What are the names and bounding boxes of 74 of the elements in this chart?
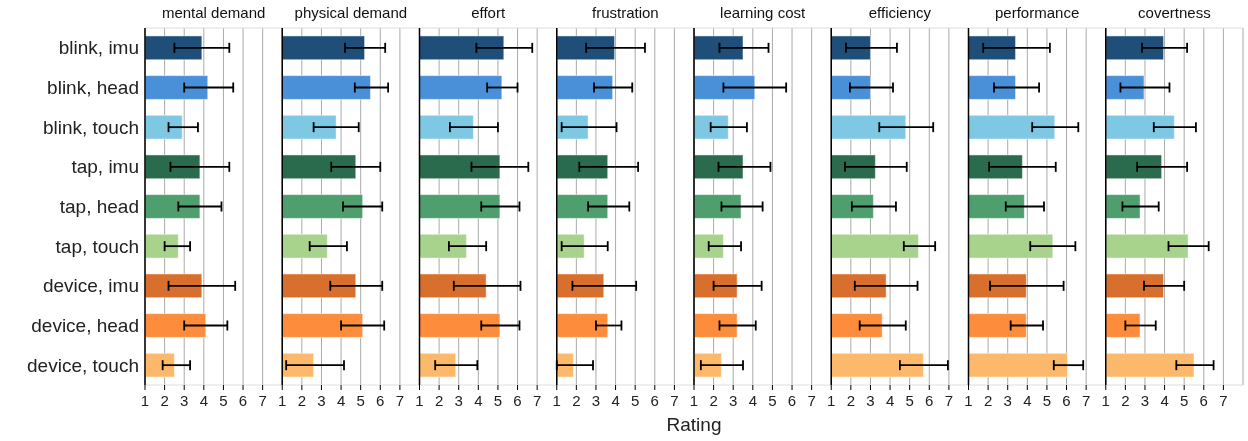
x-tick-label: 6 xyxy=(650,392,659,409)
y-tick-label: tap, imu xyxy=(71,156,139,178)
x-tick-label: 4 xyxy=(1160,392,1169,409)
x-tick-label: 1 xyxy=(964,392,973,409)
x-tick-label: 3 xyxy=(454,392,463,409)
x-tick-label: 4 xyxy=(748,392,757,409)
x-tick-label: 1 xyxy=(140,392,150,409)
x-tick-label: 7 xyxy=(532,392,542,409)
x-tick-label: 6 xyxy=(238,392,248,409)
x-tick-label: 6 xyxy=(376,392,385,409)
x-tick-label: 5 xyxy=(1180,392,1189,409)
y-tick-label: tap, touch xyxy=(55,235,139,257)
chart-title: mental demand xyxy=(161,4,266,21)
x-tick-label: 6 xyxy=(925,392,934,409)
x-tick-label: 5 xyxy=(1042,392,1052,409)
chart-title: learning cost xyxy=(720,4,806,21)
x-tick-label: 1 xyxy=(689,392,699,409)
x-tick-label: 6 xyxy=(513,392,522,409)
chart-title: performance xyxy=(995,4,1080,21)
x-tick-label: 4 xyxy=(474,392,483,409)
chart-title: efficiency xyxy=(868,4,932,21)
y-tick-label: blink, imu xyxy=(58,37,139,59)
x-tick-label: 6 xyxy=(1062,392,1071,409)
x-tick-label: 3 xyxy=(180,392,189,409)
y-tick-label: device, head xyxy=(31,315,139,337)
x-tick-label: 6 xyxy=(1199,392,1208,409)
x-axis-title: Rating xyxy=(666,414,722,435)
x-tick-label: 6 xyxy=(787,392,797,409)
x-tick-label: 5 xyxy=(768,392,777,409)
y-tick-label: device, touch xyxy=(27,354,139,376)
x-tick-label: 2 xyxy=(983,392,993,409)
x-tick-label: 3 xyxy=(1003,392,1012,409)
x-tick-label: 5 xyxy=(493,392,503,409)
x-tick-label: 4 xyxy=(885,392,895,409)
y-tick-label: tap, head xyxy=(59,196,139,218)
x-tick-label: 1 xyxy=(278,392,287,409)
x-tick-label: 5 xyxy=(905,392,914,409)
x-tick-label: 7 xyxy=(944,392,954,409)
x-tick-label: 4 xyxy=(336,392,346,409)
chart-title: frustration xyxy=(592,4,659,21)
x-tick-label: 4 xyxy=(611,392,620,409)
x-tick-label: 2 xyxy=(1121,392,1130,409)
y-tick-label: device, imu xyxy=(42,275,139,297)
x-tick-label: 2 xyxy=(297,392,307,409)
x-tick-label: 3 xyxy=(1140,392,1150,409)
y-tick-label: blink, head xyxy=(47,77,139,99)
x-tick-label: 3 xyxy=(591,392,601,409)
x-tick-label: 7 xyxy=(258,392,267,409)
x-tick-label: 1 xyxy=(1101,392,1110,409)
x-tick-label: 7 xyxy=(670,392,679,409)
x-tick-label: 2 xyxy=(846,392,856,409)
x-tick-label: 7 xyxy=(1081,392,1091,409)
x-tick-label: 7 xyxy=(807,392,816,409)
x-tick-label: 5 xyxy=(219,392,228,409)
x-tick-label: 2 xyxy=(434,392,444,409)
chart-title: physical demand xyxy=(294,4,408,21)
x-tick-label: 1 xyxy=(827,392,836,409)
y-tick-label: blink, touch xyxy=(42,116,139,138)
x-tick-label: 2 xyxy=(572,392,581,409)
x-tick-label: 4 xyxy=(1023,392,1032,409)
x-tick-label: 1 xyxy=(552,392,561,409)
x-tick-label: 5 xyxy=(356,392,365,409)
chart-title: effort xyxy=(471,4,506,21)
x-tick-label: 3 xyxy=(866,392,875,409)
x-tick-label: 7 xyxy=(395,392,405,409)
x-tick-label: 7 xyxy=(1219,392,1228,409)
x-tick-label: 5 xyxy=(631,392,640,409)
x-tick-label: 1 xyxy=(415,392,424,409)
x-tick-label: 3 xyxy=(317,392,326,409)
x-tick-label: 4 xyxy=(199,392,208,409)
x-tick-label: 2 xyxy=(709,392,718,409)
x-tick-label: 2 xyxy=(160,392,169,409)
chart-title: covertness xyxy=(1138,4,1211,21)
x-tick-label: 3 xyxy=(729,392,738,409)
